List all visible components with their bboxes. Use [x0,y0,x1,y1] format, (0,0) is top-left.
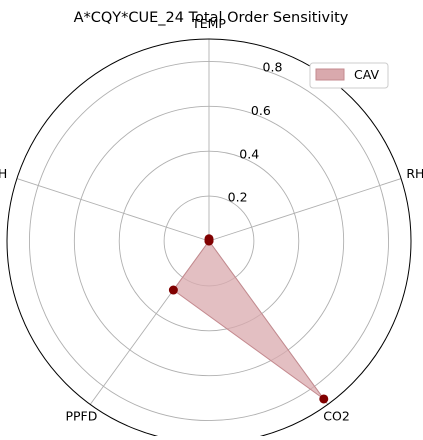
radial-tick-label-1: 0.4 [239,146,259,161]
legend-swatch-cav [315,68,345,81]
series-layer [168,234,329,404]
legend-label-cav: CAV [354,67,379,82]
data-point-ppfd [168,285,178,295]
axis-label-temp: TEMP [191,16,226,31]
spoke-h [16,178,210,242]
radial-tick-label-3: 0.8 [263,60,283,75]
chart-title: A*CQY*CUE_24 Total Order Sensitivity [74,10,349,26]
legend: CAV [309,62,389,89]
axis-label-rh: RH [406,166,423,181]
axis-label-ppfd: PPFD [65,409,97,424]
labels-layer: 0.2 0.4 0.6 0.8 TEMP RH CO2 PPFD H [0,16,423,424]
axis-label-h: H [0,166,7,181]
spoke-rh [208,178,402,242]
radial-tick-label-0: 0.2 [228,190,248,205]
outer-frame [6,38,412,440]
data-point-co2 [319,394,329,404]
data-point-h [204,236,214,246]
radial-tick-label-2: 0.6 [251,103,271,118]
axis-label-co2: CO2 [323,409,350,424]
